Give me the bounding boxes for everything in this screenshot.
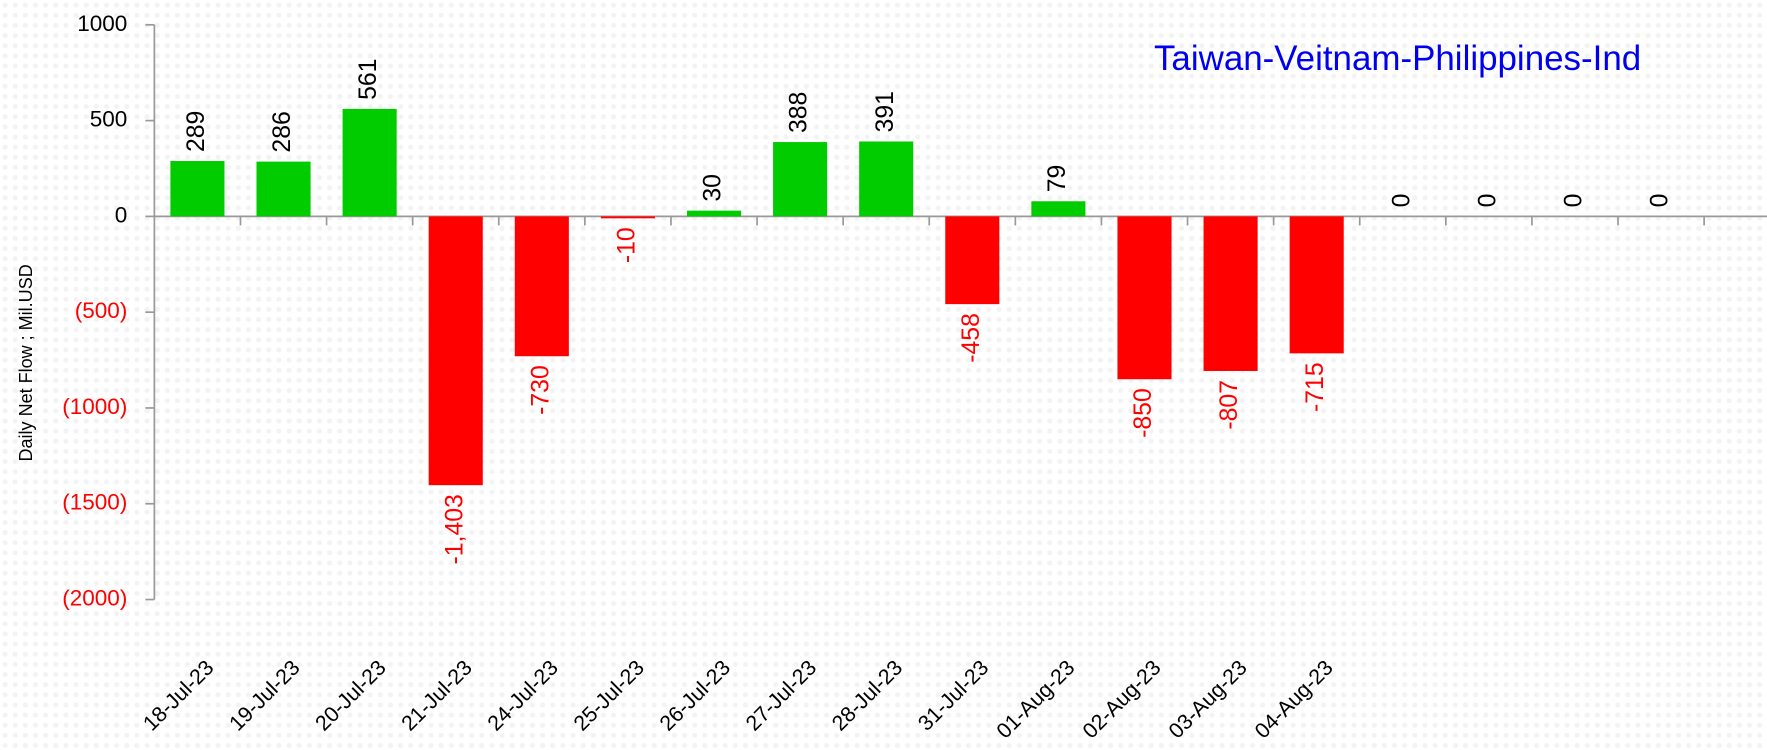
y-tick-label: 0: [115, 202, 128, 227]
bar: [342, 108, 397, 217]
data-label: 391: [872, 91, 899, 132]
data-label: -807: [1216, 380, 1243, 430]
bar: [1031, 201, 1086, 217]
bar: [170, 161, 225, 217]
data-label: 289: [183, 111, 210, 152]
bar: [1289, 216, 1344, 354]
data-label: -715: [1302, 362, 1329, 412]
y-tick-label: 500: [90, 107, 128, 132]
data-label: 286: [269, 111, 296, 152]
data-label: -10: [613, 227, 640, 263]
bar: [514, 216, 569, 357]
data-label: -1,403: [441, 494, 468, 564]
bar: [256, 161, 311, 217]
chart-title: Taiwan-Veitnam-Philippines-Ind: [1154, 39, 1641, 78]
data-label: 561: [355, 59, 382, 100]
data-label: 0: [1388, 194, 1415, 208]
y-tick-label: (1500): [62, 490, 127, 515]
data-label: 388: [786, 92, 813, 133]
bar: [1203, 216, 1258, 371]
y-tick-label: 1000: [77, 11, 127, 36]
data-label: 30: [700, 174, 727, 202]
bar: [686, 210, 742, 217]
y-tick-label: (2000): [62, 585, 127, 610]
y-tick-label: (500): [75, 298, 128, 323]
data-label: -458: [958, 313, 985, 363]
y-axis-label: Daily Net Flow ; Mil.USD: [16, 264, 36, 461]
bar: [773, 142, 828, 217]
data-label: 0: [1561, 194, 1588, 208]
data-label: 0: [1647, 194, 1674, 208]
bar: [600, 216, 655, 219]
data-label: 79: [1044, 165, 1071, 193]
data-label: -730: [527, 365, 554, 415]
data-label: -850: [1130, 388, 1157, 438]
y-tick-label: (1000): [62, 394, 127, 419]
bar: [1117, 216, 1172, 380]
bar: [945, 216, 1000, 305]
bar: [428, 216, 483, 486]
data-label: 0: [1474, 194, 1501, 208]
bar: [859, 141, 914, 217]
